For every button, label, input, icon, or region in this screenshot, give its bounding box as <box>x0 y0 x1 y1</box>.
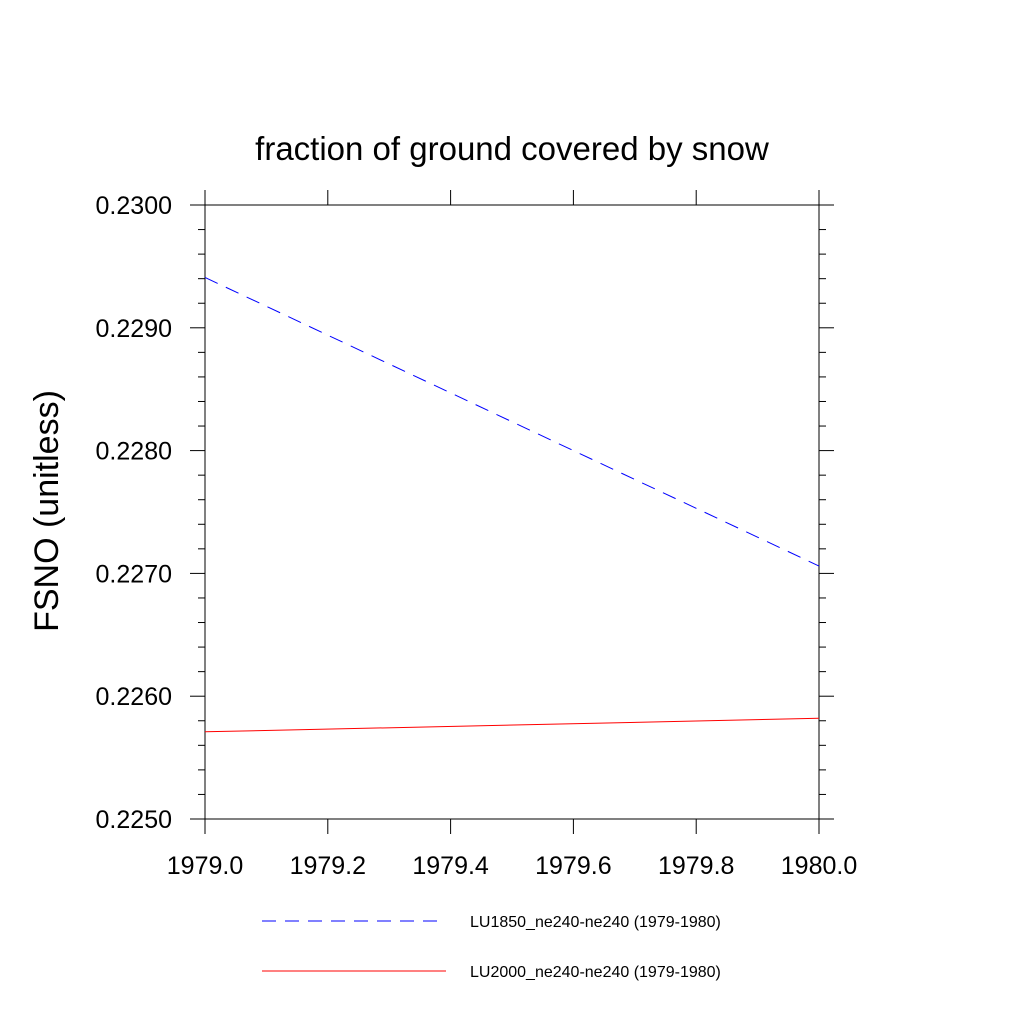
plot-area: 1979.0 1979.2 1979.4 1979.6 1979.8 1980.0 0.22… <box>96 190 857 880</box>
legend-label-1: LU2000_ne240-ne240 (1979-1980) <box>470 964 721 981</box>
y-tick-label: 0.2290 <box>96 315 172 343</box>
x-tick-label: 1979.8 <box>658 852 734 880</box>
y-tick-label: 0.2250 <box>96 806 172 834</box>
legend-label-0: LU1850_ne240-ne240 (1979-1980) <box>470 914 721 931</box>
x-tick-label: 1980.0 <box>781 852 857 880</box>
y-tick-label: 0.2300 <box>96 192 172 220</box>
x-tick-label: 1979.6 <box>535 852 611 880</box>
x-tick-label: 1979.2 <box>290 852 366 880</box>
y-tick-label: 0.2270 <box>96 560 172 588</box>
legend: LU1850_ne240-ne240 (1979-1980) LU2000_ne2… <box>262 914 721 981</box>
series-line-0 <box>204 276 820 567</box>
y-tick-label: 0.2260 <box>96 683 172 711</box>
y-axis-label: FSNO (unitless) <box>28 390 66 632</box>
x-tick-label: 1979.0 <box>167 852 243 880</box>
series-line-1 <box>204 717 820 733</box>
chart-title: fraction of ground covered by snow <box>255 130 769 167</box>
x-tick-label: 1979.4 <box>412 852 489 880</box>
y-tick-label: 0.2280 <box>96 438 172 466</box>
